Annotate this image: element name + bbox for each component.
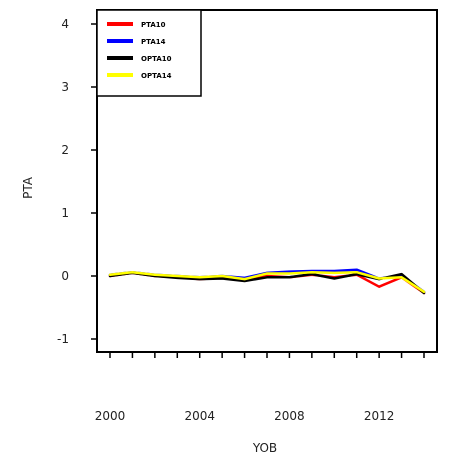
x-axis: 2000 2004 2008 2012 [95, 352, 425, 423]
series-line-opta14 [108, 270, 426, 294]
legend-label-opta10: OPTA10 [141, 55, 172, 63]
y-tick-label: 0 [61, 269, 69, 283]
y-tick-label: -1 [57, 332, 69, 346]
plot-frame [96, 9, 438, 353]
y-tick-label: 4 [61, 17, 69, 31]
x-tick-label: 2004 [184, 409, 215, 423]
y-axis: -1 0 1 2 3 4 [57, 17, 97, 346]
legend-label-pta14: PTA14 [141, 38, 166, 46]
y-tick-label: 1 [61, 206, 69, 220]
x-tick-label: 2000 [95, 409, 126, 423]
y-axis-title: PTA [21, 176, 35, 199]
legend: PTA10 PTA14 OPTA10 OPTA14 [96, 9, 202, 97]
y-tick-label: 2 [61, 143, 69, 157]
x-tick-label: 2012 [364, 409, 395, 423]
legend-label-opta14: OPTA14 [141, 72, 172, 80]
legend-label-pta10: PTA10 [141, 21, 166, 29]
x-axis-title: YOB [252, 441, 277, 455]
series-layer [108, 268, 426, 295]
x-tick-label: 2008 [274, 409, 305, 423]
y-tick-label: 3 [61, 80, 69, 94]
